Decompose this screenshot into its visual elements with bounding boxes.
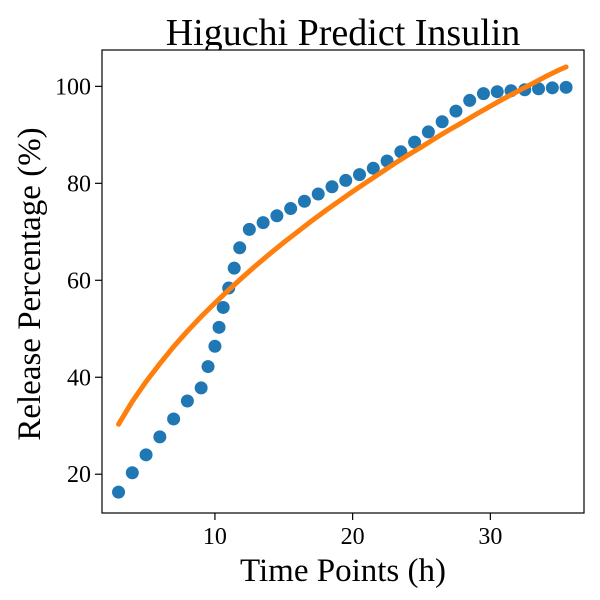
observed-point xyxy=(311,187,325,201)
observed-point xyxy=(339,173,353,187)
axis-ticks: 10 20 30 20 40 60 80 100 xyxy=(55,74,502,550)
observed-point xyxy=(139,448,153,462)
y-tick-label: 80 xyxy=(67,171,91,197)
observed-point xyxy=(421,125,435,139)
observed-point xyxy=(463,93,477,107)
plot-area xyxy=(101,49,585,514)
observed-point xyxy=(227,261,241,275)
observed-point xyxy=(194,381,208,395)
observed-point xyxy=(408,135,422,149)
observed-point xyxy=(216,300,230,314)
observed-point xyxy=(153,430,167,444)
observed-point xyxy=(490,85,504,99)
y-tick-label: 20 xyxy=(67,462,91,488)
y-tick-label: 60 xyxy=(67,268,91,294)
observed-point xyxy=(545,81,559,95)
observed-point xyxy=(112,485,126,499)
y-axis-label: Release Percentage (%) xyxy=(12,127,48,440)
observed-point xyxy=(476,87,490,101)
y-tick-label: 40 xyxy=(67,365,91,391)
observed-point xyxy=(242,222,256,236)
observed-point xyxy=(208,339,222,353)
observed-point xyxy=(125,466,139,480)
observed-point xyxy=(233,241,247,255)
observed-point xyxy=(297,194,311,208)
chart-title: Higuchi Predict Insulin xyxy=(166,12,521,54)
y-tick-label: 100 xyxy=(55,74,91,100)
observed-point xyxy=(256,216,270,230)
observed-point xyxy=(353,168,367,182)
observed-point xyxy=(284,202,298,216)
observed-point xyxy=(212,320,226,334)
observed-point xyxy=(449,104,463,118)
observed-point xyxy=(167,412,181,426)
x-axis-label: Time Points (h) xyxy=(240,553,446,589)
observed-point xyxy=(325,180,339,194)
x-tick-label: 20 xyxy=(341,524,365,550)
observed-point xyxy=(180,394,194,408)
chart-marks xyxy=(112,64,573,499)
observed-point xyxy=(532,82,546,96)
observed-point xyxy=(201,360,215,374)
x-tick-label: 10 xyxy=(203,524,227,550)
fit-line xyxy=(116,64,569,427)
observed-point xyxy=(435,115,449,129)
observed-point xyxy=(366,161,380,175)
observed-point xyxy=(270,209,284,223)
x-tick-label: 30 xyxy=(478,524,502,550)
observed-point xyxy=(559,80,573,94)
